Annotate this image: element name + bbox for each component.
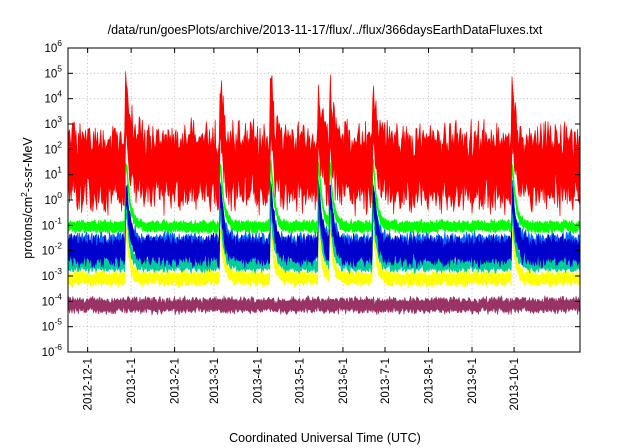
x-tick-label: 2012-12-1 <box>83 358 95 410</box>
y-tick-label: 10-6 <box>42 342 63 359</box>
y-tick-label: 102 <box>44 139 62 156</box>
x-axis: 2012-12-1 2013-1-1 2013-2-1 2013-3-1 2013-4-… <box>83 48 521 410</box>
y-tick-label: 105 <box>44 63 62 80</box>
plot-area <box>67 71 581 316</box>
x-tick-label: 2013-6-1 <box>338 358 350 404</box>
series-band <box>67 295 581 316</box>
y-tick-label: 10-5 <box>42 317 63 334</box>
x-tick-label: 2013-7-1 <box>380 358 392 404</box>
x-tick-label: 2013-2-1 <box>170 358 182 404</box>
y-tick-label: 10-2 <box>42 241 63 258</box>
x-axis-label: Coordinated Universal Time (UTC) <box>229 431 421 445</box>
y-tick-label: 103 <box>44 114 62 131</box>
x-tick-label: 2013-8-1 <box>424 358 436 404</box>
y-axis-label-exponent: 2 <box>19 192 29 197</box>
series-band <box>67 71 581 217</box>
y-tick-label: 106 <box>44 38 62 55</box>
x-tick-label: 2013-5-1 <box>294 358 306 404</box>
y-axis-label: protons/cm2-s-sr-MeV <box>19 137 35 259</box>
x-tick-label: 2013-3-1 <box>209 358 221 404</box>
x-tick-label: 2013-1-1 <box>126 358 138 404</box>
x-tick-label: 2013-4-1 <box>252 358 264 404</box>
y-tick-label: 10-3 <box>42 266 63 283</box>
x-tick-label: 2013-9-1 <box>467 358 479 404</box>
y-axis-label-unit: protons/cm <box>21 197 35 259</box>
y-tick-label: 100 <box>44 190 62 207</box>
y-tick-label: 104 <box>44 89 62 106</box>
x-tick-label: 2013-10-1 <box>509 358 521 410</box>
y-tick-label: 101 <box>44 165 62 182</box>
y-tick-label: 10-1 <box>42 215 63 232</box>
y-axis: 106 105 104 103 102 101 100 10-1 10-2 10-3 10-4 10-… <box>42 38 580 359</box>
chart-title: /data/run/goesPlots/archive/2013-11-17/f… <box>108 23 543 37</box>
y-tick-label: 10-4 <box>42 291 63 308</box>
y-axis-label-suffix: -s-sr-MeV <box>21 137 35 193</box>
